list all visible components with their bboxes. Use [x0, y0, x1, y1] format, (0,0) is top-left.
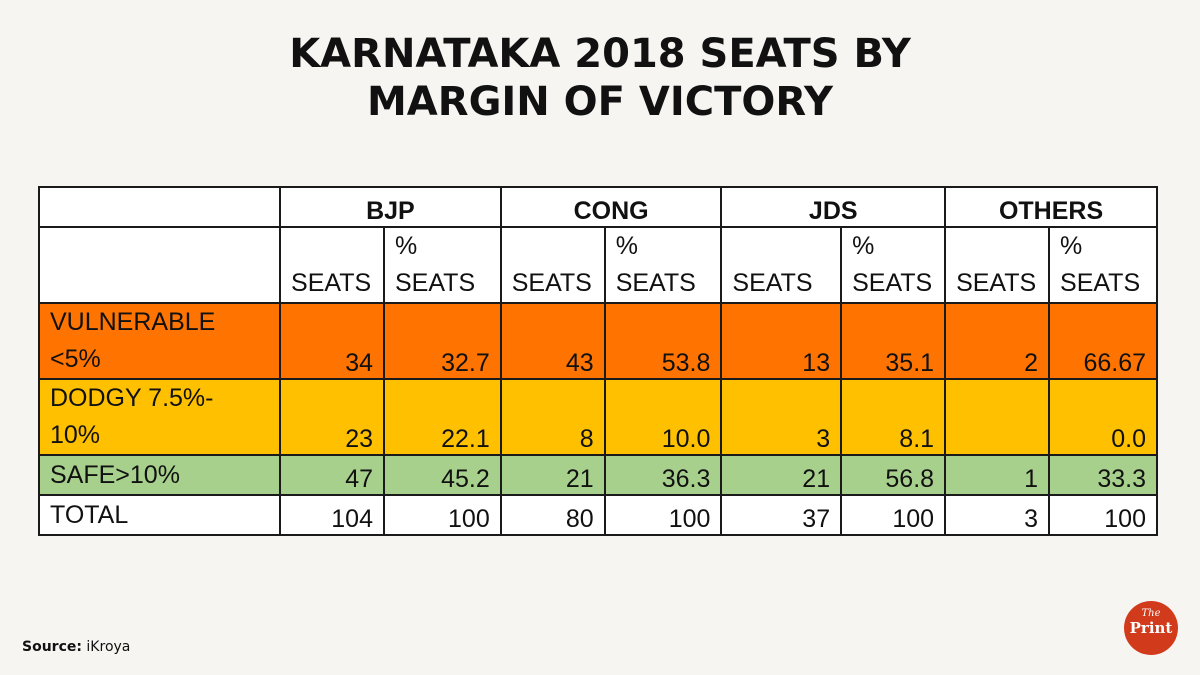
subheader-pct-1: % — [1060, 232, 1083, 260]
subheader-seats: SEATS — [499, 226, 606, 304]
table-cell: 100 — [840, 494, 947, 536]
party-header-bjp: BJP — [279, 186, 502, 228]
table-cell: 34 — [279, 302, 385, 380]
source-value: iKroya — [86, 639, 131, 655]
table-cell: 21 — [499, 454, 606, 496]
row-label: TOTAL — [37, 494, 282, 536]
table-cell: 33.3 — [1048, 454, 1158, 496]
table-cell: 80 — [499, 494, 606, 536]
table-cell: 21 — [720, 454, 843, 496]
table-cell — [944, 378, 1051, 456]
subheader-pct: % SEATS — [1048, 226, 1158, 304]
party-header-row: BJP CONG JDS OTHERS — [37, 186, 1158, 228]
table-cell: 32.7 — [383, 302, 502, 380]
row-label-line-2: 10% — [50, 421, 101, 449]
table-cell: 8.1 — [840, 378, 947, 456]
logo-print: Print — [1129, 619, 1173, 637]
seats-table: BJP CONG JDS OTHERS SEATS % SEATS SEATS %… — [37, 186, 1158, 536]
corner-cell — [37, 186, 282, 228]
source-label: Source: — [22, 639, 82, 655]
theprint-logo: The Print — [1124, 601, 1178, 655]
table-cell: 66.67 — [1048, 302, 1158, 380]
table-cell: 100 — [1048, 494, 1158, 536]
row-label-line-1: DODGY 7.5%- — [50, 384, 214, 412]
party-header-jds: JDS — [720, 186, 947, 228]
table-row-total: TOTAL 104 100 80 100 37 100 3 100 — [37, 494, 1158, 536]
subheader-pct-2: SEATS — [852, 269, 933, 297]
table-cell: 2 — [944, 302, 1051, 380]
subheader-pct: % SEATS — [383, 226, 502, 304]
table-cell: 43 — [499, 302, 606, 380]
table-cell: 104 — [279, 494, 385, 536]
subheader-pct-1: % — [615, 232, 638, 260]
title-line-2: MARGIN OF VICTORY — [367, 79, 833, 125]
table-cell: 1 — [944, 454, 1051, 496]
subheader-pct: % SEATS — [603, 226, 723, 304]
subheader-row: SEATS % SEATS SEATS % SEATS SEATS % SEATS S… — [37, 226, 1158, 304]
subheader-seats: SEATS — [944, 226, 1051, 304]
title-line-1: KARNATAKA 2018 SEATS BY — [289, 31, 911, 77]
row-label: SAFE>10% — [37, 454, 282, 496]
table-cell: 56.8 — [840, 454, 947, 496]
table-cell: 10.0 — [603, 378, 723, 456]
subheader-pct-1: % — [395, 232, 418, 260]
chart-title: KARNATAKA 2018 SEATS BY MARGIN OF VICTOR… — [0, 30, 1200, 126]
subheader-seats: SEATS — [279, 226, 385, 304]
table-cell: 13 — [720, 302, 843, 380]
table-cell: 100 — [383, 494, 502, 536]
table-cell: 3 — [944, 494, 1051, 536]
table-cell: 22.1 — [383, 378, 502, 456]
logo-the: The — [1141, 608, 1161, 619]
table-cell: 0.0 — [1048, 378, 1158, 456]
table-cell: 3 — [720, 378, 843, 456]
table-cell: 37 — [720, 494, 843, 536]
table-cell: 36.3 — [603, 454, 723, 496]
subheader-pct-2: SEATS — [1060, 269, 1141, 297]
subheader-seats: SEATS — [720, 226, 843, 304]
subheader-corner — [37, 226, 282, 304]
table-cell: 45.2 — [383, 454, 502, 496]
row-label: VULNERABLE <5% — [37, 302, 282, 380]
table-row-vulnerable: VULNERABLE <5% 34 32.7 43 53.8 13 35.1 2 … — [37, 302, 1158, 380]
subheader-pct-2: SEATS — [395, 269, 476, 297]
subheader-pct-1: % — [852, 232, 875, 260]
table-cell: 8 — [499, 378, 606, 456]
row-label-line-1: VULNERABLE — [50, 308, 216, 336]
source-credit: Source: iKroya — [22, 639, 130, 655]
table-cell: 53.8 — [603, 302, 723, 380]
subheader-pct: % SEATS — [840, 226, 947, 304]
subheader-pct-2: SEATS — [615, 269, 696, 297]
table-cell: 23 — [279, 378, 385, 456]
table-cell: 100 — [603, 494, 723, 536]
table-cell: 35.1 — [840, 302, 947, 380]
row-label-line-2: <5% — [50, 345, 101, 373]
row-label: DODGY 7.5%- 10% — [37, 378, 282, 456]
party-header-others: OTHERS — [944, 186, 1158, 228]
table-row-safe: SAFE>10% 47 45.2 21 36.3 21 56.8 1 33.3 — [37, 454, 1158, 496]
party-header-cong: CONG — [499, 186, 723, 228]
table-row-dodgy: DODGY 7.5%- 10% 23 22.1 8 10.0 3 8.1 0.0 — [37, 378, 1158, 456]
table-cell: 47 — [279, 454, 385, 496]
